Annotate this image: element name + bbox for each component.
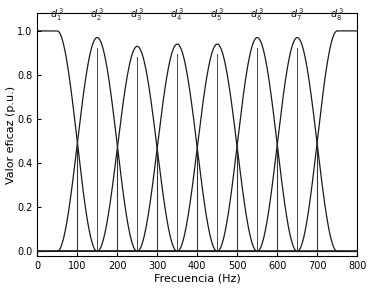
Text: $d_1^{\,3}$: $d_1^{\,3}$ (50, 6, 64, 23)
Text: $d_7^{\,3}$: $d_7^{\,3}$ (290, 6, 304, 23)
Text: $d_4^{\,3}$: $d_4^{\,3}$ (170, 6, 184, 23)
Text: $d_6^{\,3}$: $d_6^{\,3}$ (250, 6, 264, 23)
X-axis label: Frecuencia (Hz): Frecuencia (Hz) (154, 273, 241, 284)
Y-axis label: Valor eficaz (p.u.): Valor eficaz (p.u.) (6, 86, 16, 184)
Text: $d_3^{\,3}$: $d_3^{\,3}$ (130, 6, 144, 23)
Text: $d_2^{\,3}$: $d_2^{\,3}$ (90, 6, 104, 23)
Text: $d_8^{\,3}$: $d_8^{\,3}$ (330, 6, 344, 23)
Text: $d_5^{\,3}$: $d_5^{\,3}$ (210, 6, 224, 23)
